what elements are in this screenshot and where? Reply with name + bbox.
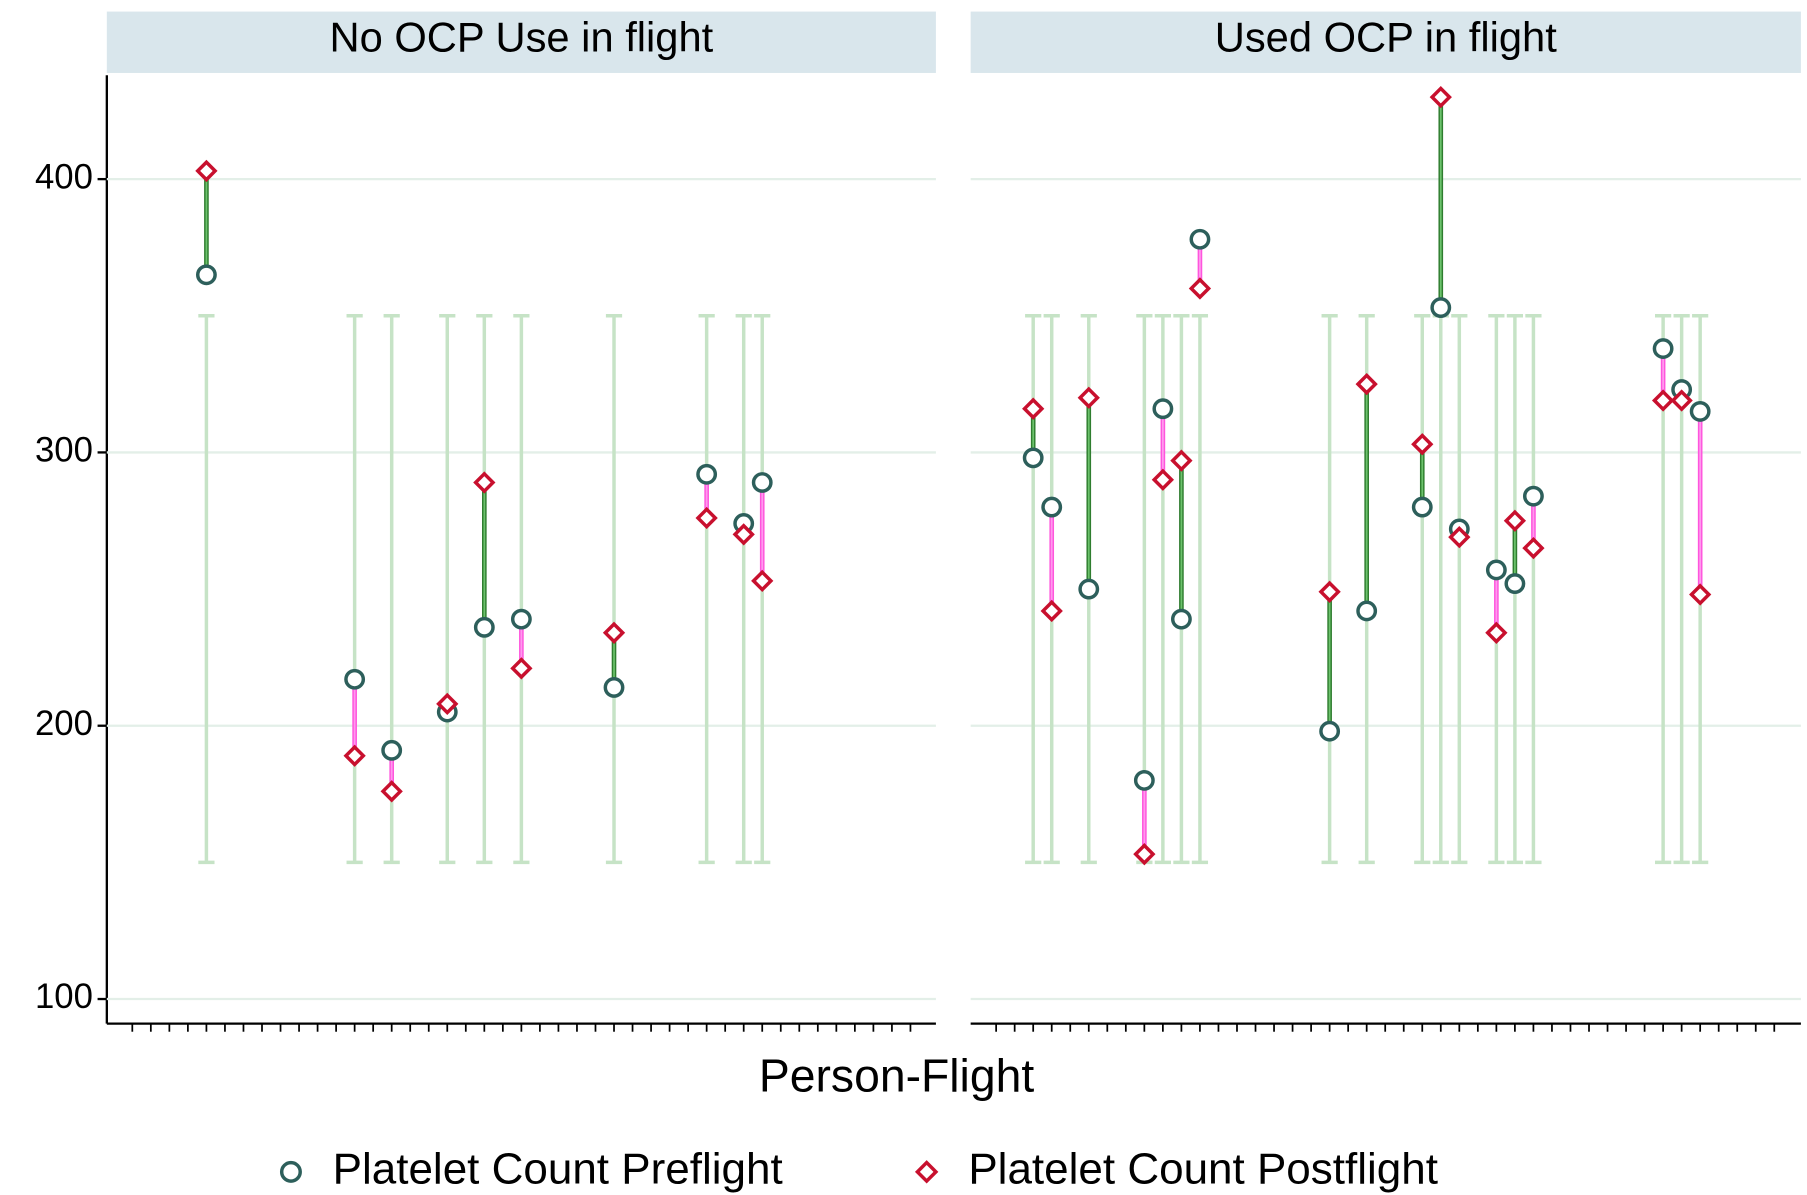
postflight-marker (195, 159, 218, 183)
postflight-marker (1355, 372, 1378, 396)
preflight-marker (1689, 401, 1711, 422)
preflight-marker (1504, 573, 1526, 595)
postflight-marker (695, 506, 718, 530)
postflight-marker (510, 657, 533, 680)
postflight-marker (732, 523, 755, 546)
preflight-marker (1041, 496, 1063, 518)
postflight-marker (436, 692, 459, 716)
postflight-marker (1522, 536, 1545, 560)
preflight-marker (751, 472, 773, 493)
preflight-marker (603, 677, 625, 698)
preflight-marker (1430, 297, 1452, 318)
preflight-marker (1189, 228, 1211, 250)
preflight-marker (381, 739, 403, 761)
y-tick-label: 100 (35, 978, 93, 1016)
preflight-marker (195, 264, 217, 286)
preflight-marker (344, 668, 366, 690)
facet-title: No OCP Use in flight (330, 14, 714, 61)
postflight-marker (602, 621, 626, 644)
preflight-marker (1319, 720, 1341, 742)
preflight-marker (1485, 559, 1507, 581)
facet-header (970, 11, 1801, 73)
preflight-marker (1022, 447, 1044, 469)
y-tick-label: 200 (35, 705, 93, 743)
facet-title: Used OCP in flight (1215, 14, 1557, 61)
postflight-marker (343, 744, 366, 767)
postflight-marker (1429, 85, 1452, 109)
facet-header (106, 11, 936, 73)
legend-label: Platelet Count Postflight (968, 1144, 1438, 1193)
postflight-marker (1151, 468, 1175, 491)
postflight-marker (1318, 580, 1341, 603)
postflight-marker (1188, 277, 1212, 300)
preflight-marker (1411, 496, 1433, 518)
y-tick-label: 400 (35, 158, 93, 196)
preflight-marker (473, 616, 495, 638)
y-tick-label: 300 (35, 432, 93, 470)
preflight-marker (1523, 485, 1544, 507)
postflight-marker (1022, 397, 1045, 420)
preflight-marker (696, 463, 718, 485)
postflight-marker (1448, 526, 1471, 549)
legend-label: Platelet Count Preflight (333, 1144, 783, 1193)
preflight-marker (510, 608, 532, 630)
legend-marker (279, 1160, 302, 1183)
postflight-marker (1651, 389, 1675, 412)
postflight-marker (1133, 843, 1156, 866)
preflight-marker (1652, 338, 1674, 359)
preflight-marker (1356, 600, 1378, 622)
postflight-marker (380, 780, 403, 803)
legend-marker (914, 1160, 939, 1184)
postflight-marker (1689, 583, 1712, 606)
postflight-marker (1040, 599, 1063, 623)
x-axis-label: Person-Flight (759, 1049, 1034, 1101)
postflight-marker (1670, 389, 1693, 412)
preflight-marker (1152, 398, 1174, 420)
preflight-marker (1170, 608, 1192, 630)
postflight-marker (1485, 621, 1508, 644)
preflight-marker (1078, 578, 1100, 600)
postflight-marker (1077, 386, 1100, 409)
postflight-marker (1503, 509, 1527, 532)
postflight-marker (1411, 433, 1434, 456)
postflight-marker (751, 569, 774, 593)
postflight-marker (473, 471, 496, 494)
preflight-marker (1133, 769, 1155, 791)
postflight-marker (1170, 449, 1193, 472)
